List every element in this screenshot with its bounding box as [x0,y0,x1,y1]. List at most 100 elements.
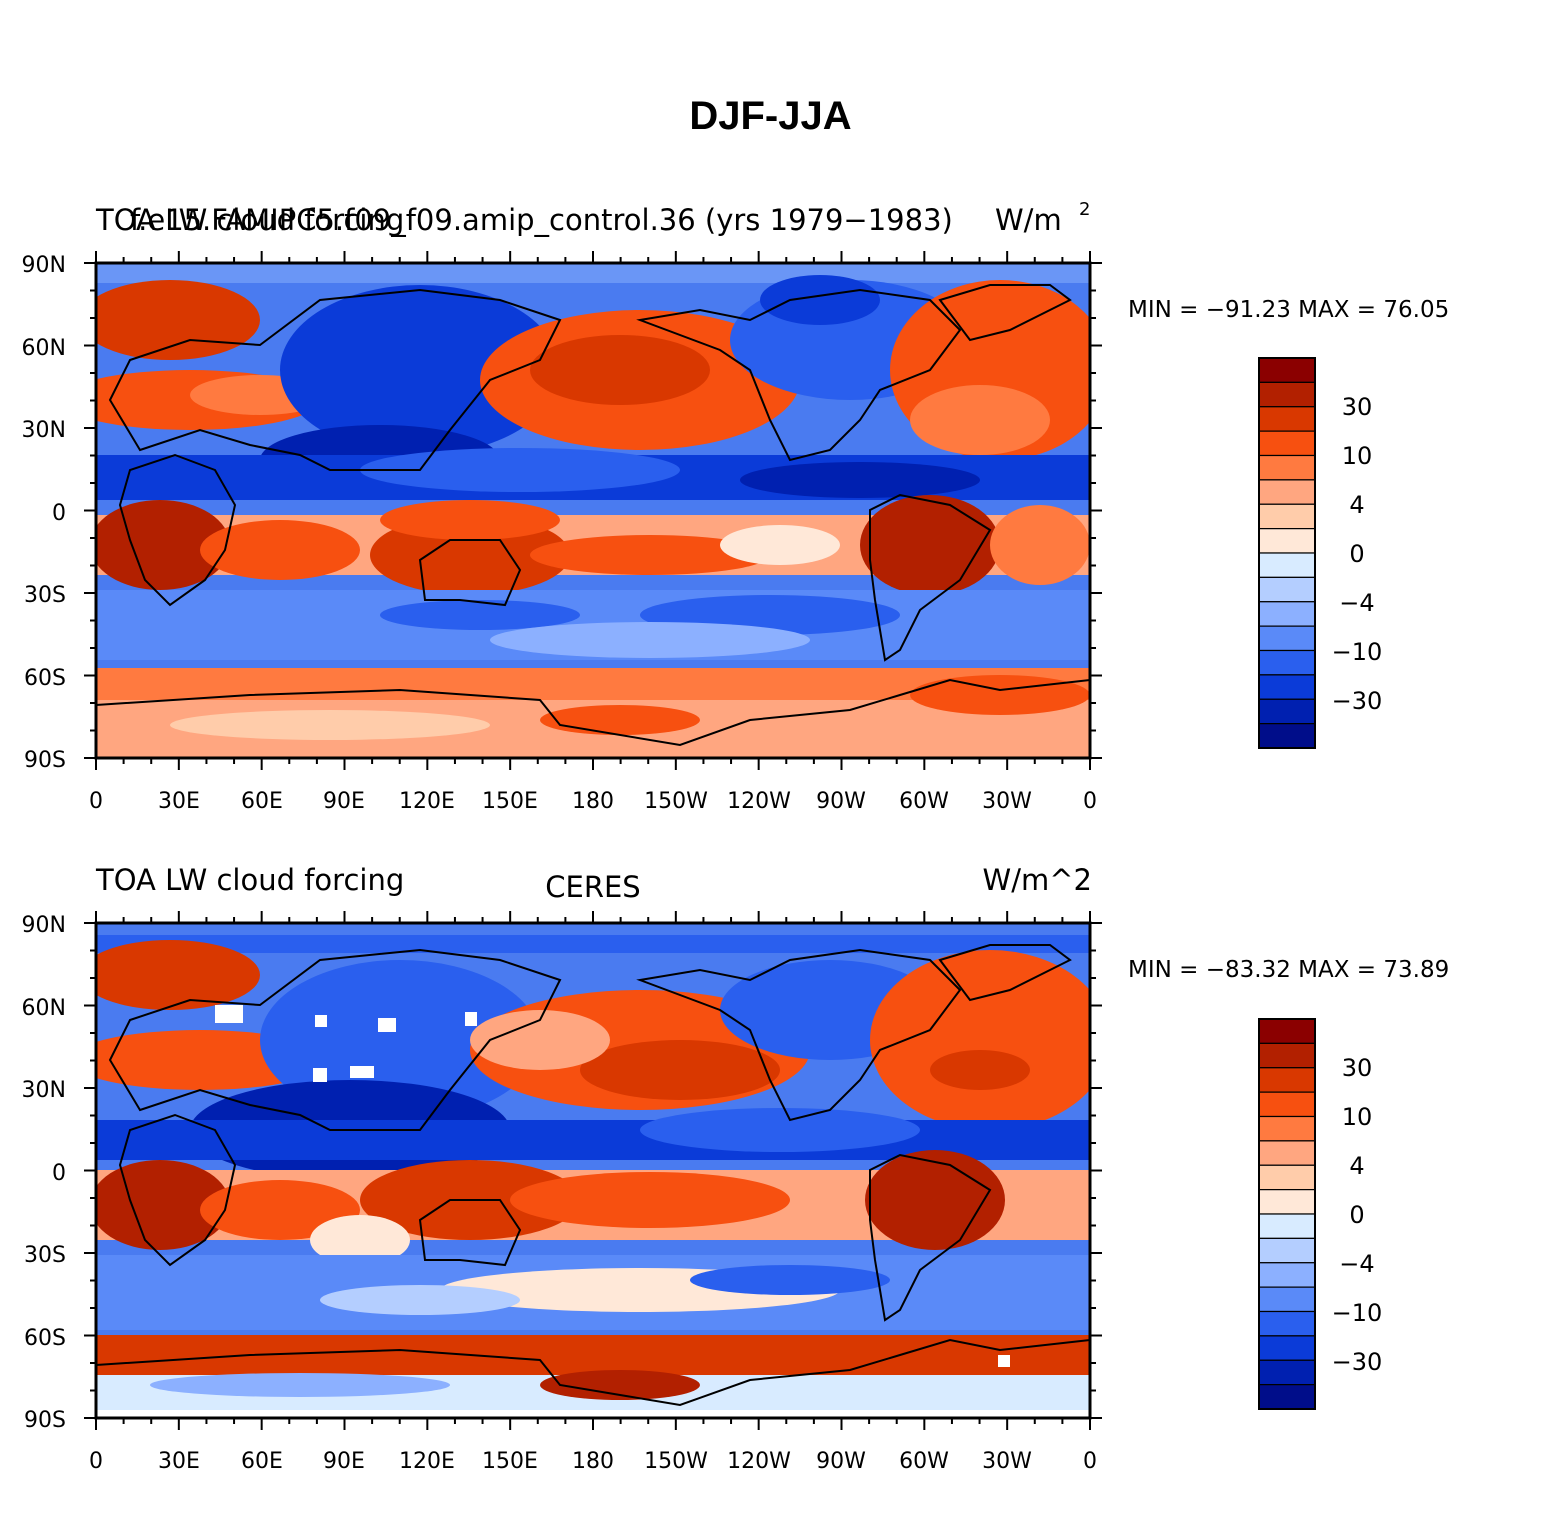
colorbar-box [1258,479,1316,505]
lon-label: 180 [572,1449,614,1474]
lon-label: 150E [482,789,538,814]
lon-label: 30E [158,1449,200,1474]
lon-label: 30E [158,789,200,814]
lon-label: 90E [323,789,365,814]
lon-label: 0 [89,1449,103,1474]
lon-label: 120E [399,1449,455,1474]
colorbar-box [1258,1286,1316,1313]
lon-label: 60E [241,789,283,814]
lat-label: 60S [24,666,66,691]
colorbar-box [1258,723,1316,749]
colorbar-label: 4 [1349,1152,1364,1180]
lon-label: 150W [644,789,708,814]
colorbar-label: −4 [1339,589,1374,617]
colorbar-label: −10 [1332,1299,1383,1327]
colorbar: 30 10 4 0 −4 −10 −30 [1258,1018,1383,1410]
panel-units: W/m^2 [983,863,1092,897]
min-max-readout: MIN = −91.23 MAX = 76.05 [1128,297,1449,323]
lon-label: 0 [89,789,103,814]
colorbar-box [1258,1042,1316,1069]
lon-label: 0 [1083,1449,1097,1474]
lat-label: 90N [22,253,66,278]
lat-label: 30N [22,1078,66,1103]
colorbar-box [1258,649,1316,676]
colorbar-outline [1258,1018,1316,1410]
colorbar-box [1258,1335,1316,1361]
colorbar-boxes [1258,1018,1316,1410]
panel-units-superscript: 2 [1079,199,1090,220]
colorbar-box [1258,357,1316,383]
colorbar-box [1258,381,1316,408]
panel-observed: TOA LW cloud forcing CERES W/m^2 [22,863,1450,1474]
panel-model: TOA LW cloud forcing f.e15.FAMIPC5.f09_f… [22,199,1450,814]
panel-units: W/m [995,203,1062,237]
lon-label: 150W [644,1449,708,1474]
panel-center-title: CERES [545,870,640,904]
colorbar-box [1258,674,1316,700]
colorbar-box [1258,1140,1316,1166]
colorbar-label: −30 [1332,1348,1383,1376]
lat-label: 0 [52,1161,66,1186]
lat-label: 60N [22,996,66,1021]
colorbar-label: 30 [1342,1054,1373,1082]
colorbar-label: 4 [1349,491,1364,519]
colorbar-box [1258,1189,1316,1215]
cloud-forcing-field [96,263,1090,758]
colorbar-box [1258,406,1316,432]
colorbar-box [1258,576,1316,603]
colorbar-label: −10 [1332,638,1383,666]
lon-axis-labels: 0 30E 60E 90E 120E 150E 180 150W 120W 90… [89,789,1097,814]
panel-left-title: TOA LW cloud forcing [95,863,404,897]
lat-label: 30S [24,1243,66,1268]
lon-label: 60W [899,1449,949,1474]
panel-case-title: f.e15.FAMIPC5.f09_f09.amip_control.36 (y… [130,203,953,237]
lat-label: 90N [22,913,66,938]
lon-label: 30W [982,789,1032,814]
lon-label: 90E [323,1449,365,1474]
lat-axis-labels: 90N 60N 30N 0 30S 60S 90S [22,913,66,1433]
colorbar-box [1258,625,1316,652]
lon-label: 120E [399,789,455,814]
lon-label: 150E [482,1449,538,1474]
colorbar-label: −4 [1339,1250,1374,1278]
colorbar-box [1258,1384,1316,1410]
lon-label: 60W [899,789,949,814]
lat-label: 30N [22,418,66,443]
lat-label: 60N [22,336,66,361]
lon-label: 120W [727,789,791,814]
colorbar-label: 0 [1349,540,1364,568]
min-max-readout: MIN = −83.32 MAX = 73.89 [1128,957,1449,983]
panel-left-title: TOA LW cloud forcing [95,203,404,237]
colorbar-box [1258,1018,1316,1044]
coastline-overlay [96,944,1090,1407]
colorbar: 30 10 4 0 −4 −10 −30 [1258,357,1383,749]
colorbar-box [1258,528,1316,554]
colorbar-box [1258,1067,1316,1093]
lat-axis-labels: 90N 60N 30N 0 30S 60S 90S [22,253,66,773]
figure-title: DJF-JJA [689,94,852,138]
lon-label: 0 [1083,789,1097,814]
colorbar-box [1258,601,1316,627]
lat-label: 0 [52,501,66,526]
colorbar-box [1258,1213,1316,1239]
colorbar-label: 10 [1342,1103,1373,1131]
colorbar-box [1258,1164,1316,1191]
cloud-forcing-field [96,923,1090,1418]
lon-label: 180 [572,789,614,814]
colorbar-box [1258,1237,1316,1264]
lat-label: 60S [24,1326,66,1351]
lat-label: 90S [24,1408,66,1433]
lon-label: 90W [816,789,866,814]
colorbar-box [1258,1115,1316,1142]
colorbar-boxes [1258,357,1316,749]
colorbar-box [1258,430,1316,457]
lat-label: 90S [24,748,66,773]
coastline-overlay [96,284,1090,747]
colorbar-label: 30 [1342,393,1373,421]
lat-label: 30S [24,583,66,608]
lon-label: 120W [727,1449,791,1474]
colorbar-box [1258,454,1316,481]
colorbar-label: 10 [1342,442,1373,470]
axis-ticks [84,251,1102,770]
